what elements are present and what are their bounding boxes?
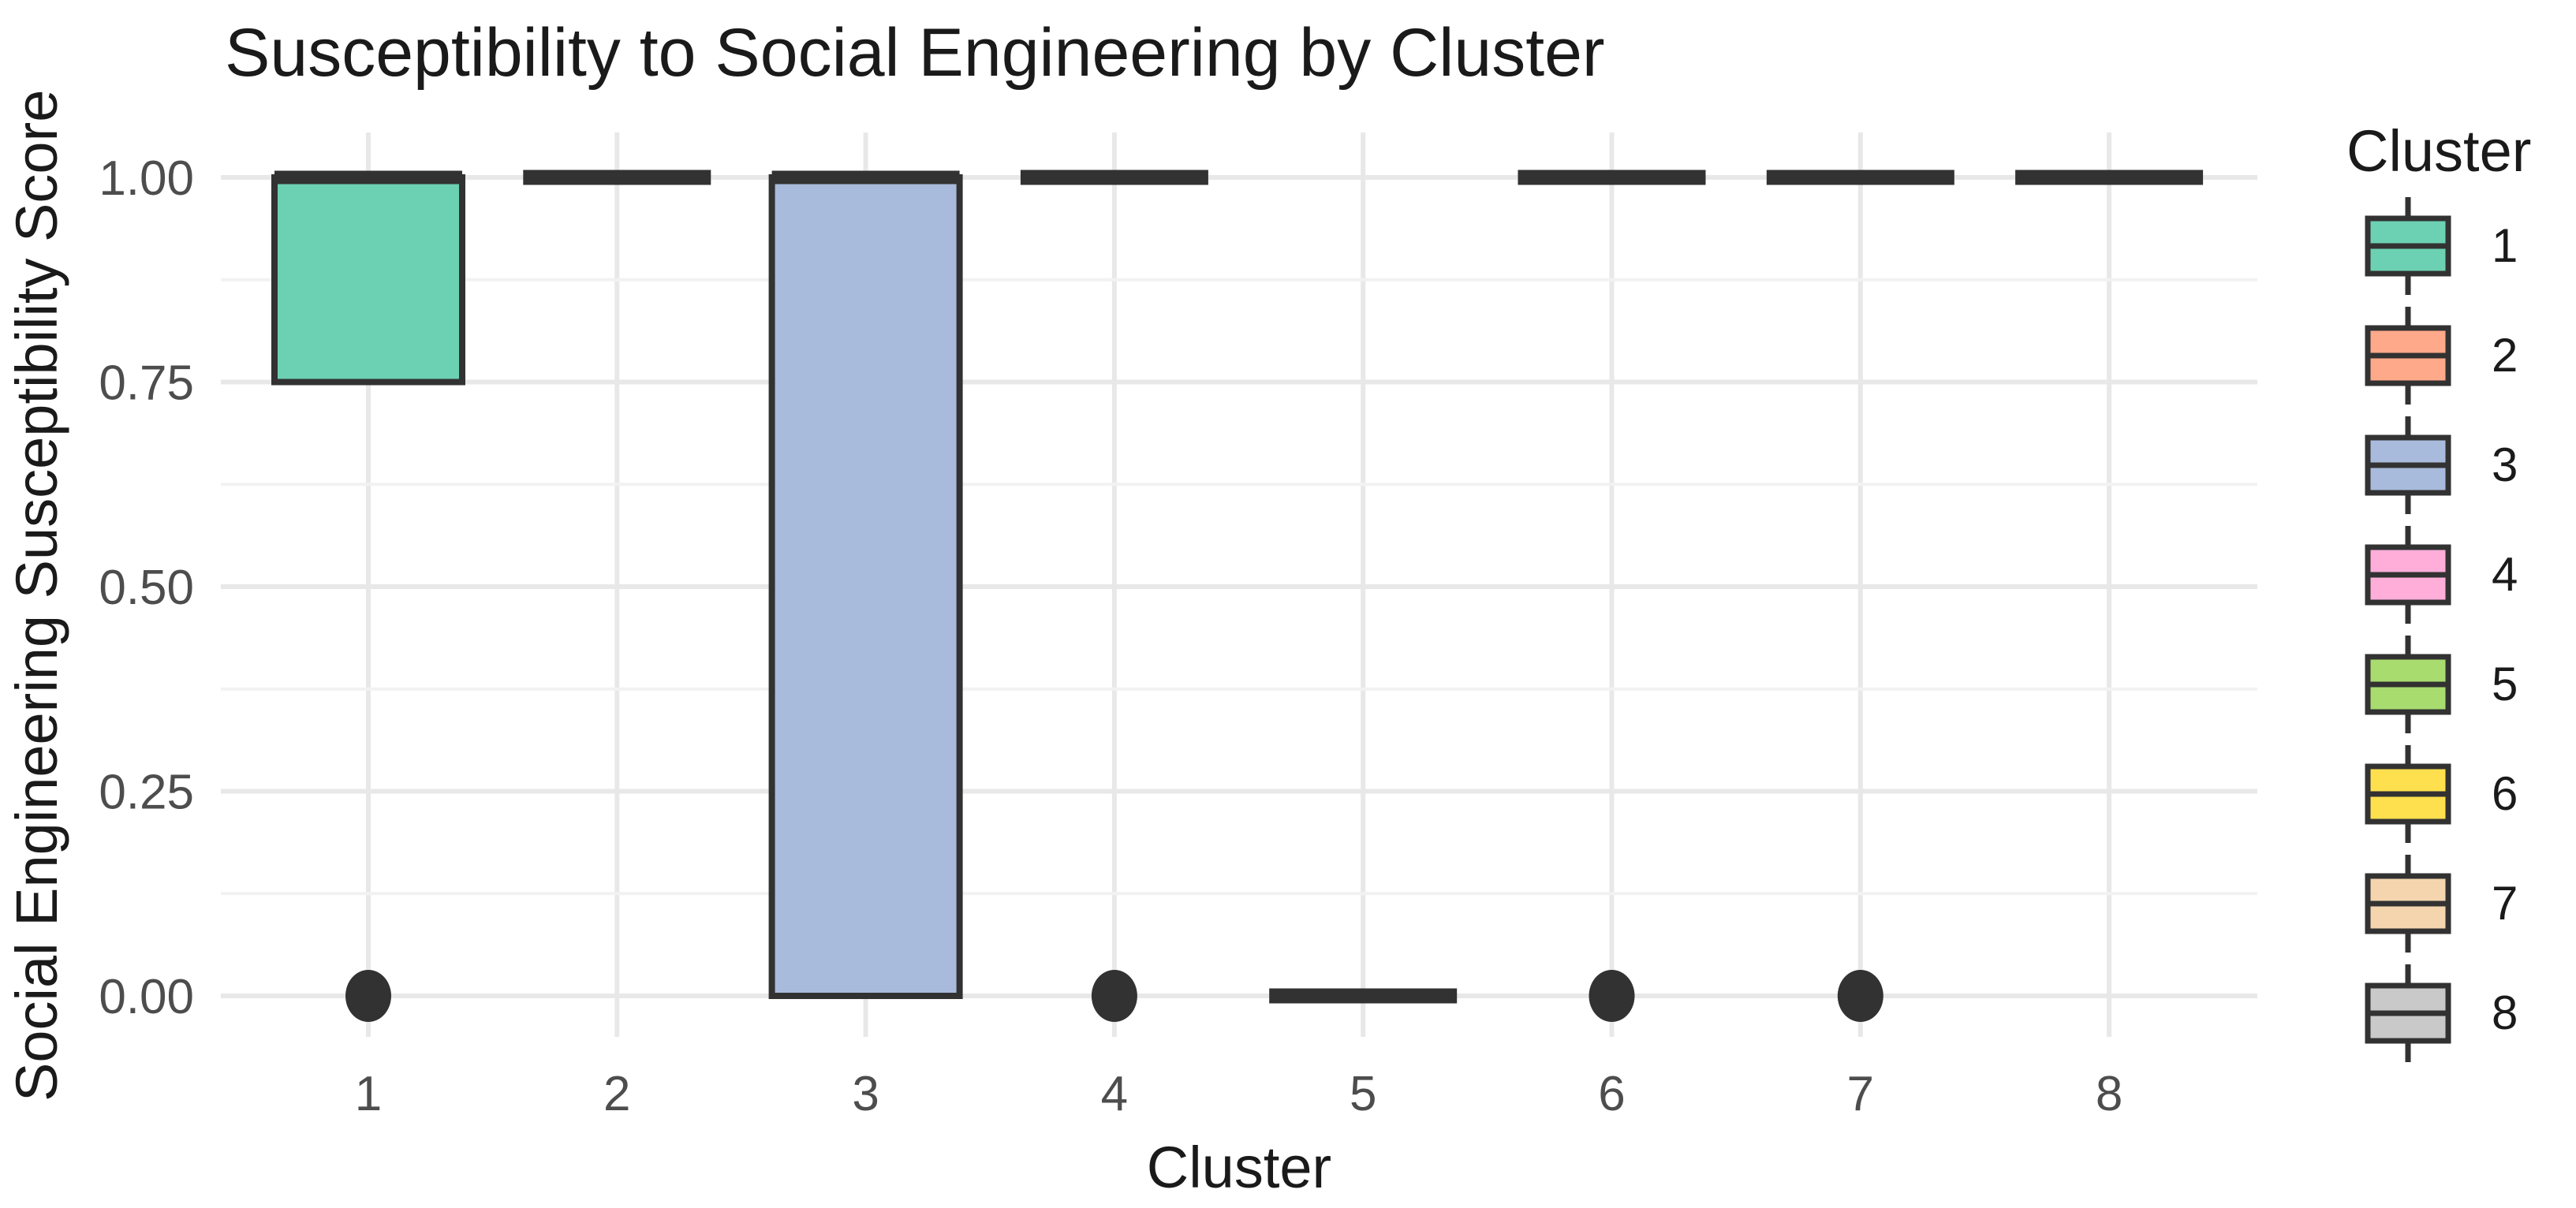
legend-label: 1: [2492, 219, 2518, 272]
legend-label: 7: [2492, 877, 2518, 930]
legend-key-boxplot-icon: [2365, 306, 2451, 405]
boxplot-median-cluster-3: [771, 170, 960, 185]
legend-entry-2: 2: [2364, 300, 2531, 410]
legend-label: 4: [2492, 548, 2518, 601]
boxplot-degenerate-line-cluster-5: [1269, 988, 1458, 1004]
legend-key-boxplot-icon: [2365, 635, 2451, 733]
legend-label: 2: [2492, 329, 2518, 382]
outlier-point-cluster-7: [1837, 970, 1883, 1022]
legend-entry-1: 1: [2364, 191, 2531, 300]
boxplot-median-cluster-1: [274, 170, 462, 185]
legend-key-boxplot-icon: [2365, 525, 2451, 624]
boxplot-degenerate-line-cluster-2: [523, 170, 711, 185]
x-tick-label: 1: [355, 1067, 382, 1121]
legend-entry-4: 4: [2364, 520, 2531, 629]
y-tick-label: 1.00: [99, 151, 194, 206]
y-tick-label: 0.50: [99, 561, 194, 615]
outlier-point-cluster-6: [1589, 970, 1635, 1022]
x-tick-label: 4: [1101, 1067, 1128, 1121]
legend-key-boxplot-icon: [2365, 854, 2451, 953]
legend-key-boxplot-icon: [2365, 416, 2451, 514]
boxplot-degenerate-line-cluster-7: [1766, 170, 1954, 185]
x-tick-label: 6: [1598, 1067, 1625, 1121]
x-axis-title: Cluster: [1146, 1135, 1332, 1200]
legend-entry-8: 8: [2364, 958, 2531, 1068]
legend-label: 5: [2492, 658, 2518, 710]
legend-key-boxplot-icon: [2365, 196, 2451, 295]
legend-entry-7: 7: [2364, 848, 2531, 958]
legend-entries: 1 2 3 4 5 6 7 8: [2364, 191, 2531, 1068]
x-tick-label: 2: [603, 1067, 630, 1121]
x-tick-label: 5: [1350, 1067, 1376, 1121]
x-tick-label: 3: [852, 1067, 879, 1121]
legend-title: Cluster: [2346, 118, 2532, 184]
y-tick-label: 0.00: [99, 970, 194, 1024]
y-tick-label: 0.75: [99, 356, 194, 411]
boxplot-box-cluster-1: [271, 174, 465, 386]
outlier-point-cluster-4: [1091, 970, 1137, 1022]
boxplot-degenerate-line-cluster-6: [1518, 170, 1706, 185]
y-tick-label: 0.25: [99, 766, 194, 820]
x-tick-label: 7: [1847, 1067, 1874, 1121]
boxplot-degenerate-line-cluster-4: [1020, 170, 1208, 185]
legend-label: 6: [2492, 767, 2518, 820]
legend-label: 8: [2492, 986, 2518, 1039]
boxplot-degenerate-line-cluster-8: [2015, 170, 2204, 185]
legend-entry-6: 6: [2364, 739, 2531, 848]
x-tick-label: 8: [2096, 1067, 2122, 1121]
legend-label: 3: [2492, 438, 2518, 491]
boxplot-box-cluster-3: [768, 174, 963, 999]
legend-entry-3: 3: [2364, 410, 2531, 520]
outlier-point-cluster-1: [345, 970, 391, 1022]
legend-key-boxplot-icon: [2365, 964, 2451, 1062]
plot-title: Susceptibility to Social Engineering by …: [225, 15, 1605, 91]
legend-entry-5: 5: [2364, 629, 2531, 739]
legend-key-boxplot-icon: [2365, 744, 2451, 843]
legend: Cluster 1 2 3 4 5 6 7 8: [2346, 117, 2531, 1068]
